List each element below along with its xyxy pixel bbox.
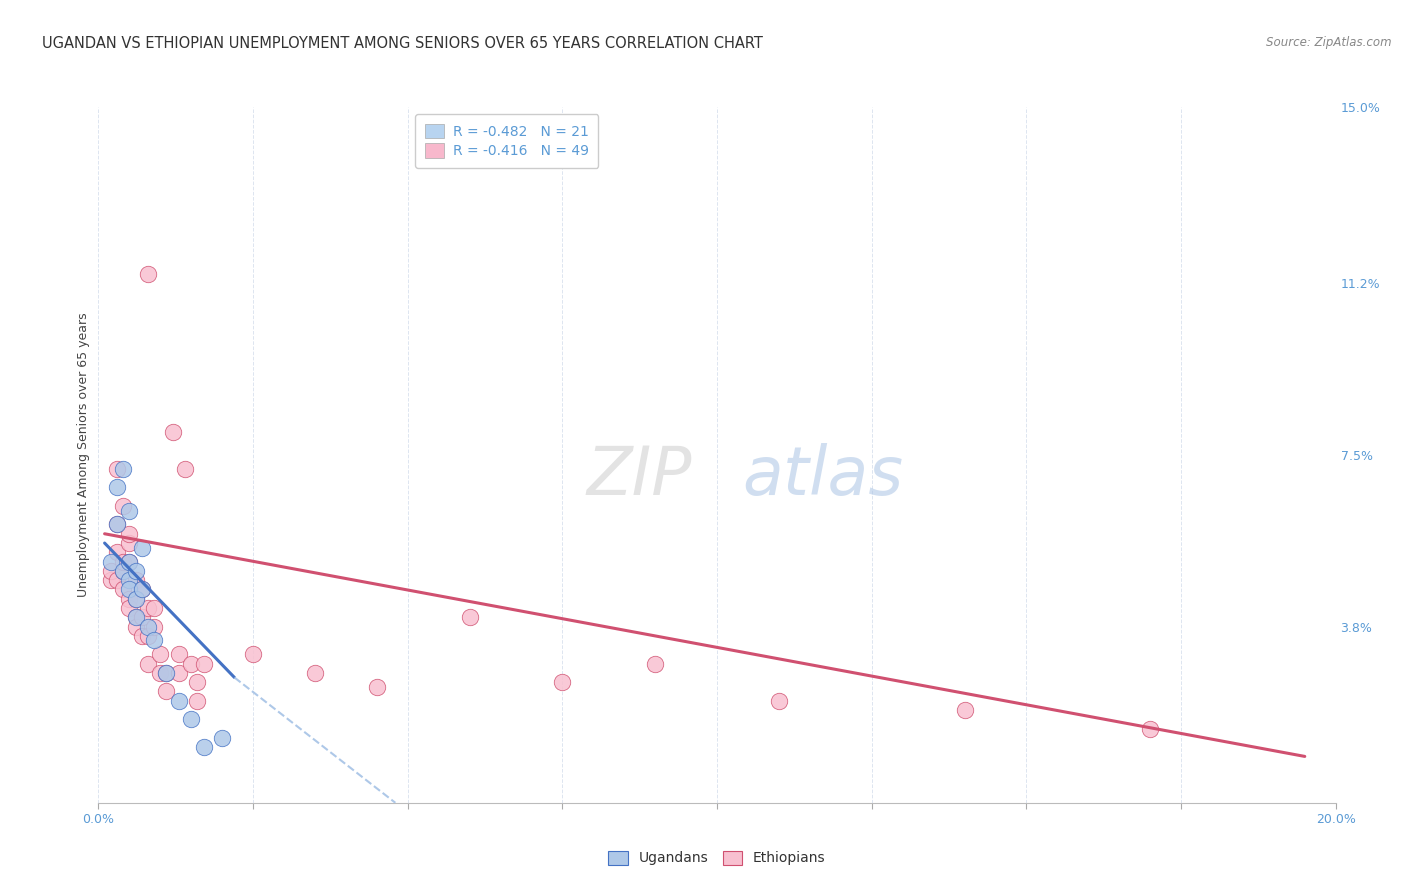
- Point: [100, 555, 122, 569]
- Point: [143, 619, 166, 633]
- Point: [124, 573, 146, 587]
- Point: [112, 564, 135, 578]
- Point: [105, 480, 128, 494]
- Point: [551, 675, 574, 690]
- Point: [112, 462, 135, 476]
- Point: [112, 499, 135, 513]
- Point: [112, 564, 135, 578]
- Point: [124, 610, 146, 624]
- Point: [186, 694, 208, 708]
- Point: [118, 526, 141, 541]
- Point: [131, 582, 153, 597]
- Point: [162, 425, 184, 439]
- Point: [105, 517, 128, 532]
- Point: [118, 536, 141, 550]
- Point: [211, 731, 233, 745]
- Point: [458, 610, 481, 624]
- Text: Source: ZipAtlas.com: Source: ZipAtlas.com: [1267, 36, 1392, 49]
- Point: [174, 462, 197, 476]
- Point: [167, 694, 190, 708]
- Point: [155, 665, 177, 680]
- Point: [155, 684, 177, 698]
- Text: UGANDAN VS ETHIOPIAN UNEMPLOYMENT AMONG SENIORS OVER 65 YEARS CORRELATION CHART: UGANDAN VS ETHIOPIAN UNEMPLOYMENT AMONG …: [42, 36, 763, 51]
- Point: [124, 591, 146, 606]
- Point: [124, 591, 146, 606]
- Point: [118, 591, 141, 606]
- Point: [136, 267, 159, 281]
- Point: [100, 573, 122, 587]
- Point: [193, 740, 215, 755]
- Point: [953, 703, 976, 717]
- Point: [105, 573, 128, 587]
- Point: [242, 648, 264, 662]
- Point: [131, 610, 153, 624]
- Point: [131, 541, 153, 555]
- Text: atlas: atlas: [742, 442, 903, 508]
- Text: ZIP: ZIP: [586, 442, 692, 508]
- Point: [644, 657, 666, 671]
- Point: [167, 665, 190, 680]
- Point: [1139, 722, 1161, 736]
- Point: [112, 555, 135, 569]
- Point: [167, 648, 190, 662]
- Point: [143, 601, 166, 615]
- Point: [155, 665, 177, 680]
- Point: [366, 680, 388, 694]
- Point: [124, 619, 146, 633]
- Point: [118, 601, 141, 615]
- Point: [149, 648, 172, 662]
- Legend: Ugandans, Ethiopians: Ugandans, Ethiopians: [602, 844, 832, 872]
- Point: [112, 582, 135, 597]
- Point: [193, 657, 215, 671]
- Point: [136, 619, 159, 633]
- Point: [186, 675, 208, 690]
- Point: [136, 601, 159, 615]
- Point: [118, 503, 141, 517]
- Point: [105, 517, 128, 532]
- Point: [304, 665, 326, 680]
- Point: [118, 582, 141, 597]
- Point: [180, 712, 202, 726]
- Point: [136, 629, 159, 643]
- Point: [180, 657, 202, 671]
- Point: [100, 564, 122, 578]
- Point: [149, 665, 172, 680]
- Point: [124, 564, 146, 578]
- Point: [124, 610, 146, 624]
- Point: [118, 573, 141, 587]
- Point: [118, 555, 141, 569]
- Point: [118, 555, 141, 569]
- Point: [131, 629, 153, 643]
- Point: [136, 657, 159, 671]
- Y-axis label: Unemployment Among Seniors over 65 years: Unemployment Among Seniors over 65 years: [77, 312, 90, 598]
- Point: [143, 633, 166, 648]
- Point: [105, 462, 128, 476]
- Point: [768, 694, 790, 708]
- Point: [131, 582, 153, 597]
- Point: [105, 545, 128, 559]
